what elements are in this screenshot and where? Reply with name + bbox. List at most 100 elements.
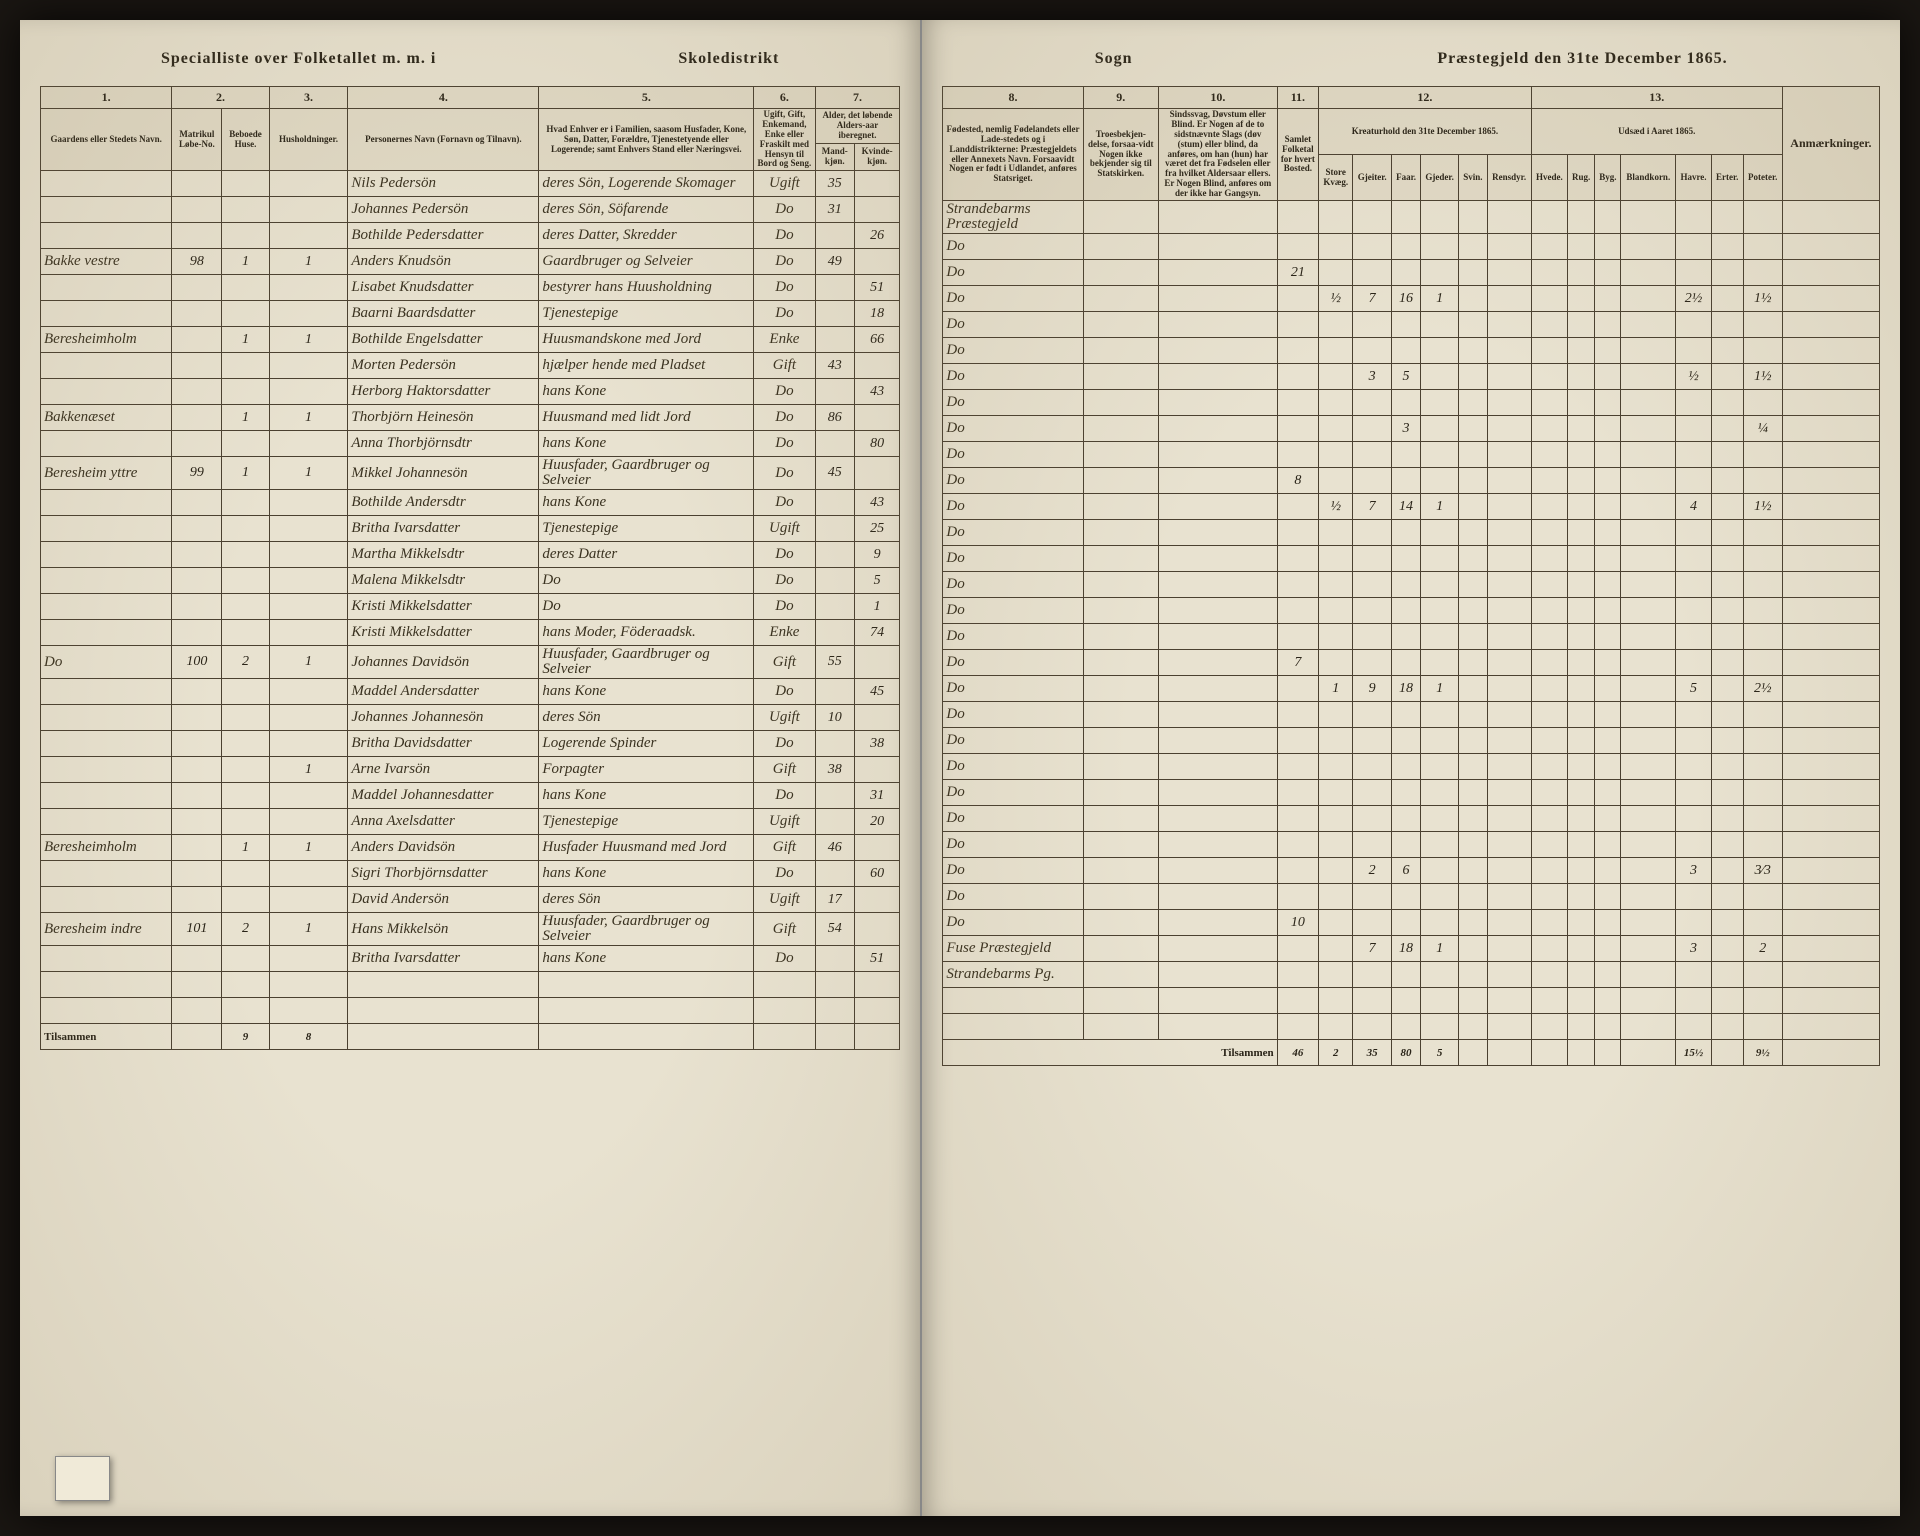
cell-k6 — [1487, 201, 1531, 234]
cell-am: 49 — [815, 249, 854, 275]
cell-bh: 2 — [222, 913, 269, 946]
cell-c11 — [1277, 520, 1319, 546]
cell-k3 — [1392, 234, 1421, 260]
cell-u5 — [1676, 962, 1712, 988]
cell-k2: 7 — [1353, 286, 1392, 312]
cell-fode: Do — [943, 728, 1083, 754]
cell-mn — [172, 197, 222, 223]
cell-fode: Do — [943, 884, 1083, 910]
cell-sinds — [1159, 390, 1278, 416]
cell-mn — [172, 490, 222, 516]
cell-gaard — [41, 275, 172, 301]
cell-sinds — [1159, 260, 1278, 286]
cell-u5 — [1676, 598, 1712, 624]
cell-k3 — [1392, 962, 1421, 988]
h-k2: Gjeiter. — [1353, 155, 1392, 201]
cell-hh — [269, 594, 348, 620]
cell-k1 — [1319, 780, 1353, 806]
cell-sinds — [1159, 286, 1278, 312]
cell-ak: 43 — [854, 490, 899, 516]
cell-c11 — [1277, 676, 1319, 702]
cell-u7: ¼ — [1743, 416, 1782, 442]
cell-hh — [269, 197, 348, 223]
cell-u1 — [1531, 494, 1567, 520]
cell-u4 — [1621, 494, 1676, 520]
cell-sinds — [1159, 572, 1278, 598]
cell-k4 — [1421, 416, 1459, 442]
cell-sinds — [1159, 858, 1278, 884]
cell-fode: Fuse Præstegjeld — [943, 936, 1083, 962]
cell-navn: Martha Mikkelsdtr — [348, 542, 539, 568]
cell-u3 — [1595, 832, 1621, 858]
cell-sinds — [1159, 936, 1278, 962]
cell-c11 — [1277, 728, 1319, 754]
cell-u3 — [1595, 201, 1621, 234]
footer-bh: 9 — [222, 1024, 269, 1050]
footer-label-right: Tilsammen — [943, 1040, 1277, 1066]
cell-anm — [1782, 598, 1879, 624]
cell-fam: Huusfader, Gaardbruger og Selveier — [539, 457, 754, 490]
cell-u7 — [1743, 234, 1782, 260]
cell-u3 — [1595, 936, 1621, 962]
cell-hh — [269, 353, 348, 379]
table-row: Beresheim indre10121Hans MikkelsönHuusfa… — [41, 913, 900, 946]
cell-sinds — [1159, 520, 1278, 546]
cell-u6 — [1711, 702, 1743, 728]
cell-fode: Do — [943, 312, 1083, 338]
cell-k1 — [1319, 338, 1353, 364]
cell-fode: Do — [943, 806, 1083, 832]
table-row: Do — [943, 728, 1880, 754]
cell-c11 — [1277, 884, 1319, 910]
cell-mn — [172, 171, 222, 197]
cell-u6 — [1711, 572, 1743, 598]
h-k6: Rensdyr. — [1487, 155, 1531, 201]
cell-bh — [222, 861, 269, 887]
cell-fode: Do — [943, 390, 1083, 416]
cell-troes — [1083, 260, 1158, 286]
cell-am: 45 — [815, 457, 854, 490]
cell-navn: Malena Mikkelsdtr — [348, 568, 539, 594]
cell-u3 — [1595, 728, 1621, 754]
cell-c11 — [1277, 702, 1319, 728]
table-row: Strandebarms Pg. — [943, 962, 1880, 988]
h-u5: Havre. — [1676, 155, 1712, 201]
cell-u2 — [1568, 260, 1595, 286]
table-row: Herborg Haktorsdatterhans KoneDo43 — [41, 379, 900, 405]
cell-c11 — [1277, 416, 1319, 442]
cell-gaard — [41, 568, 172, 594]
cell-navn: Britha Ivarsdatter — [348, 516, 539, 542]
cell-am — [815, 431, 854, 457]
cell-bh — [222, 620, 269, 646]
cell-gaard: Beresheim indre — [41, 913, 172, 946]
header-text-c: Sogn — [1095, 50, 1133, 68]
cell-u4 — [1621, 234, 1676, 260]
cell-fode: Do — [943, 338, 1083, 364]
cell-ak: 1 — [854, 594, 899, 620]
cell-k1 — [1319, 312, 1353, 338]
cell-mn: 100 — [172, 646, 222, 679]
cell-troes — [1083, 936, 1158, 962]
cell-gaard: Bakkenæset — [41, 405, 172, 431]
cell-hh: 1 — [269, 457, 348, 490]
cell-mn — [172, 223, 222, 249]
cell-u1 — [1531, 884, 1567, 910]
cell-u7 — [1743, 546, 1782, 572]
table-row: Sigri Thorbjörnsdatterhans KoneDo60 — [41, 861, 900, 887]
cell-u6 — [1711, 858, 1743, 884]
cell-k4 — [1421, 442, 1459, 468]
h-navn: Personernes Navn (Fornavn og Tilnavn). — [348, 109, 539, 171]
cell-k2 — [1353, 780, 1392, 806]
cell-troes — [1083, 624, 1158, 650]
cell-troes — [1083, 201, 1158, 234]
cell-k5 — [1459, 312, 1487, 338]
cell-u1 — [1531, 201, 1567, 234]
cell-u6 — [1711, 312, 1743, 338]
cell-u1 — [1531, 962, 1567, 988]
cell-u6 — [1711, 936, 1743, 962]
cell-ak: 74 — [854, 620, 899, 646]
cell-k3 — [1392, 728, 1421, 754]
cell-k2 — [1353, 884, 1392, 910]
cell-u4 — [1621, 442, 1676, 468]
cell-mn — [172, 705, 222, 731]
cell-k3 — [1392, 598, 1421, 624]
